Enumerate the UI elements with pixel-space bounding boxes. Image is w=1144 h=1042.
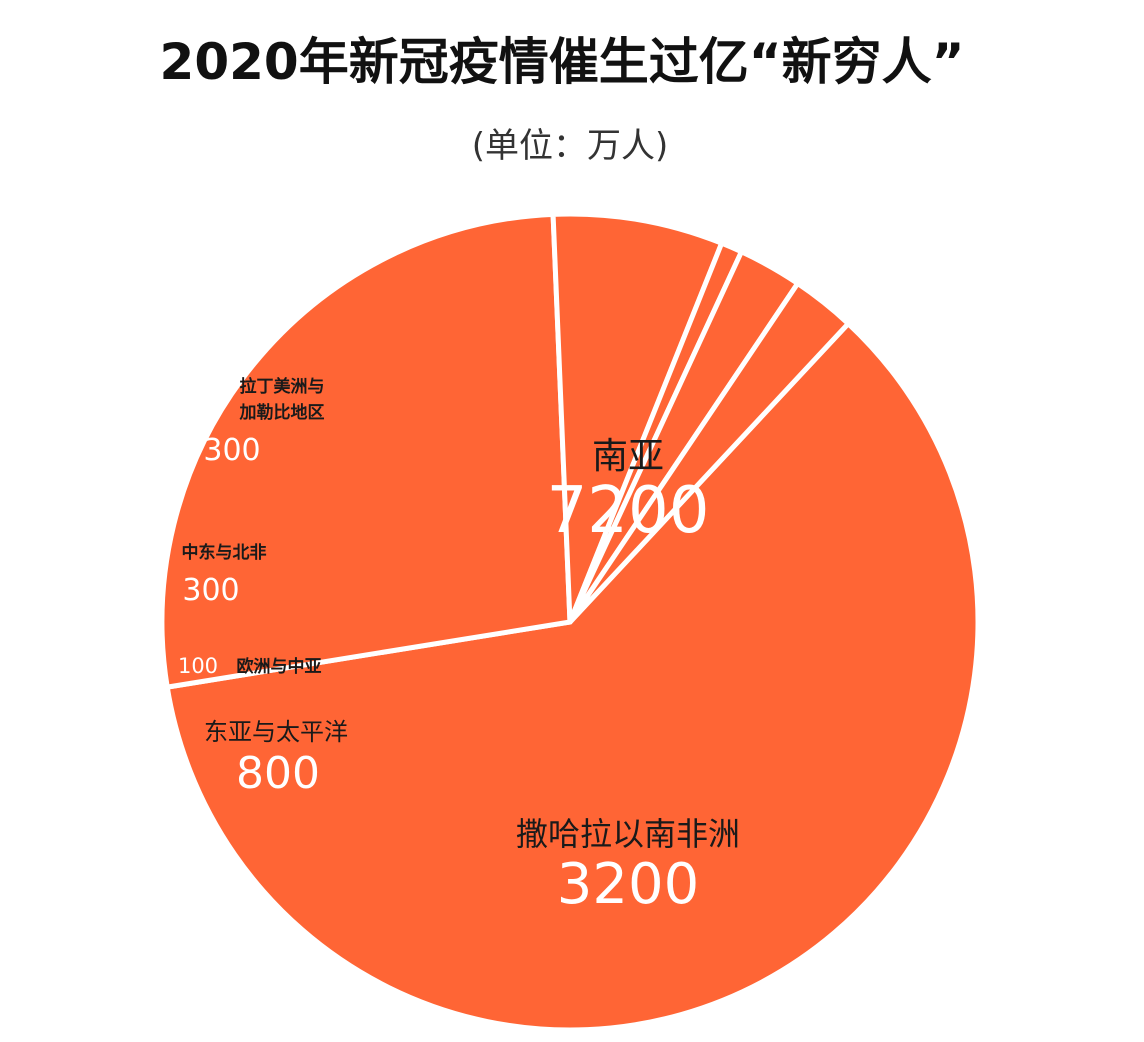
slice-value-europe-central-asia: 100 <box>178 654 218 678</box>
slice-label-latin-america-line2: 加勒比地区 <box>239 402 325 423</box>
slice-value-south-asia: 7200 <box>547 474 710 548</box>
pie-slice-east-asia-pacific <box>550 211 725 625</box>
slice-value-middle-east-north-africa: 300 <box>182 573 239 608</box>
pie-slice-sub-saharan-africa <box>159 211 573 690</box>
chart-title: 2020年新冠疫情催生过亿“新穷人” <box>159 33 965 91</box>
chart-unit-subtitle: (单位：万人) <box>471 126 669 166</box>
pie-slice-south-asia <box>164 321 981 1033</box>
slice-value-east-asia-pacific: 800 <box>236 748 320 799</box>
slice-label-east-asia-pacific: 东亚与太平洋 <box>204 718 348 746</box>
pie-slices <box>159 211 981 1033</box>
slice-label-south-asia: 南亚 <box>592 436 664 477</box>
slice-value-sub-saharan-africa: 3200 <box>557 852 700 917</box>
slice-label-sub-saharan-africa: 撒哈拉以南非洲 <box>516 815 740 853</box>
slice-label-latin-america-line1: 拉丁美洲与 <box>240 376 325 397</box>
pie-slice-latin-america-caribbean <box>567 280 851 625</box>
slice-label-middle-east-north-africa: 中东与北非 <box>182 542 267 563</box>
slice-value-latin-america-caribbean: 300 <box>203 433 260 468</box>
slice-label-europe-central-asia: 欧洲与中亚 <box>237 656 322 677</box>
